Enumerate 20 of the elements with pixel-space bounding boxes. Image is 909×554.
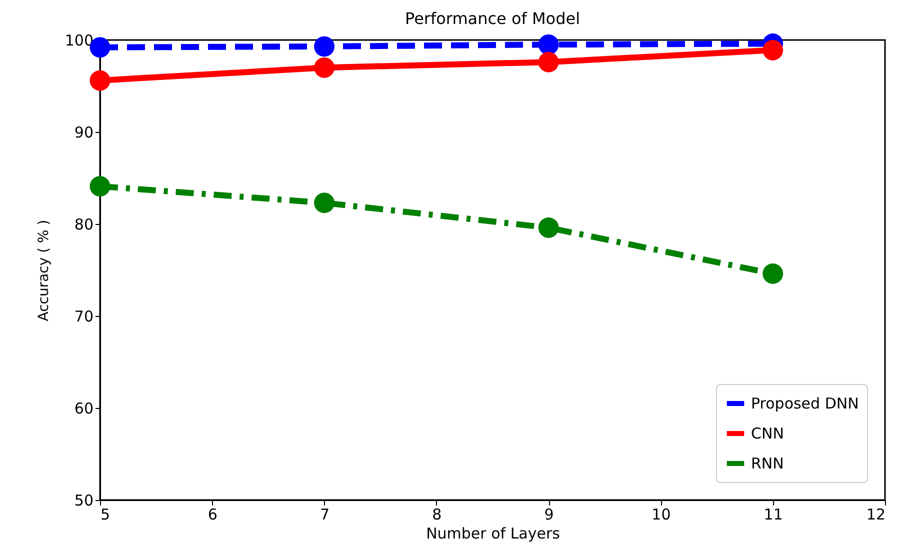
legend-label: RNN — [751, 454, 784, 472]
y-tick-label: 80 — [74, 216, 94, 234]
y-tick-label: 60 — [74, 400, 94, 418]
y-tick-label: 100 — [64, 32, 94, 50]
legend-label: CNN — [751, 424, 784, 442]
x-tick-label: 7 — [320, 506, 330, 524]
y-axis-title: Accuracy ( % ) — [36, 220, 52, 322]
y-tick-label: 70 — [74, 308, 94, 326]
x-tick-label: 8 — [432, 506, 442, 524]
x-axis-title: Number of Layers — [426, 524, 560, 542]
legend-label: Proposed DNN — [751, 394, 859, 412]
x-tick-label: 12 — [866, 506, 886, 524]
x-tick-label: 5 — [100, 506, 110, 524]
y-tick-label: 90 — [74, 124, 94, 142]
x-tick-label: 10 — [652, 506, 671, 524]
chart-title: Performance of Model — [404, 9, 580, 28]
x-tick-label: 9 — [544, 506, 554, 524]
y-tick-label: 50 — [74, 492, 94, 510]
x-tick-label: 6 — [208, 506, 218, 524]
x-tick-label: 11 — [764, 506, 783, 524]
